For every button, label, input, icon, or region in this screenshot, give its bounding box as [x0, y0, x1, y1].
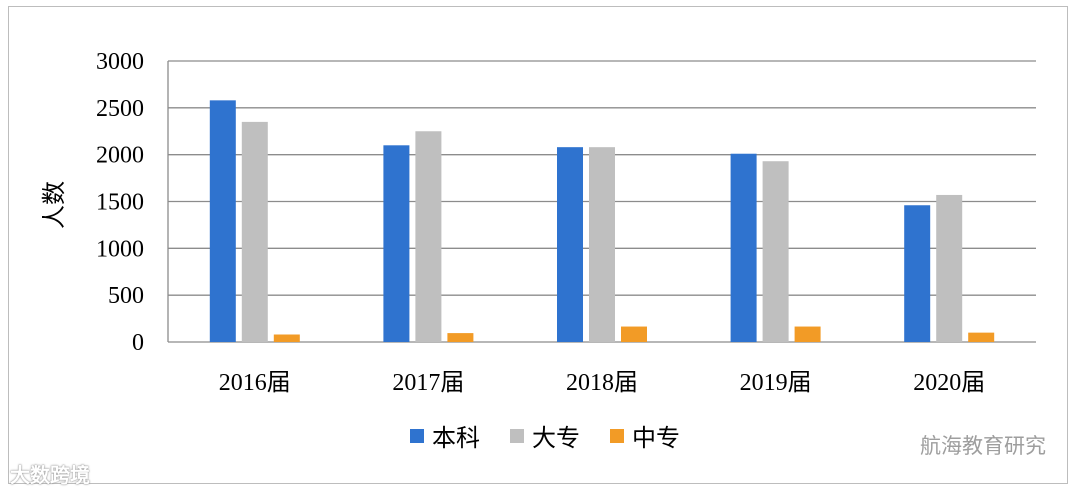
y-axis-label: 人数: [40, 181, 68, 229]
legend-label-中专: 中专: [632, 424, 680, 452]
gridlines: [167, 60, 1036, 343]
legend-swatch-本科: [410, 429, 424, 443]
bar-中专-2018届: [621, 326, 647, 342]
x-tick-label: 2016届: [219, 370, 291, 396]
bar-中专-2017届: [447, 333, 474, 342]
bar-本科-2020届: [904, 205, 931, 342]
x-tick-label: 2020届: [913, 370, 985, 396]
bar-大专-2019届: [762, 161, 789, 342]
bar-本科-2016届: [209, 100, 236, 342]
bars: [209, 100, 995, 342]
bar-大专-2018届: [589, 147, 615, 342]
x-tick-label: 2017届: [392, 370, 464, 396]
watermark-right: 航海教育研究: [920, 434, 1046, 458]
x-tick-label: 2019届: [740, 370, 812, 396]
y-tick-label: 3000: [96, 49, 144, 75]
y-tick-label: 1500: [96, 190, 144, 216]
bar-中专-2019届: [794, 326, 821, 342]
bar-本科-2017届: [383, 145, 410, 342]
y-tick-label: 1000: [96, 236, 144, 262]
watermark-left: 大数跨境: [10, 463, 90, 487]
legend: 本科 大专 中专: [410, 424, 680, 452]
x-tick-labels: 2016届 2017届 2018届 2019届 2020届: [219, 370, 985, 396]
y-tick-label: 2000: [96, 143, 144, 169]
legend-swatch-大专: [510, 429, 524, 443]
y-tick-label: 500: [108, 283, 144, 309]
bar-本科-2019届: [730, 153, 757, 342]
bar-大专-2020届: [936, 194, 963, 342]
legend-label-本科: 本科: [432, 424, 480, 452]
bar-中专-2016届: [273, 334, 300, 342]
bar-本科-2018届: [557, 147, 583, 342]
y-tick-label: 0: [132, 330, 144, 356]
legend-swatch-中专: [610, 429, 624, 443]
bar-中专-2020届: [968, 332, 995, 342]
y-tick-label: 2500: [96, 96, 144, 122]
bar-大专-2016届: [241, 121, 268, 342]
x-tick-label: 2018届: [566, 370, 638, 396]
legend-label-大专: 大专: [532, 424, 580, 452]
y-tick-labels: 0 500 1000 1500 2000 2500 3000: [96, 49, 144, 356]
chart-frame: [8, 6, 1068, 484]
bar-大专-2017届: [415, 131, 442, 342]
